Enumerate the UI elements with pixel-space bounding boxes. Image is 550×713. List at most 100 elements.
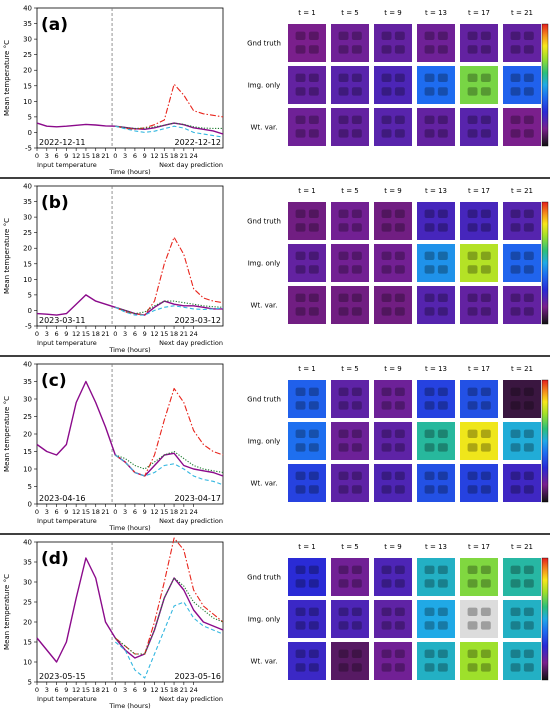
plot-frame [36,363,224,505]
input-caption: Input temperature [37,339,97,347]
ytick-label: 10 [23,466,32,474]
ytick-label: 10 [23,659,32,667]
panel-label: (c) [41,371,67,391]
heatmap-window [437,87,448,96]
heatmap-window [467,209,478,218]
heatmap-window [295,565,306,574]
heatmap-window [394,209,405,218]
row-label: Img. only [248,616,281,624]
heatmap-window [351,485,362,494]
y-axis-label: Mean temperature °C [3,396,11,472]
heatmap-window [351,565,362,574]
xtick-label: 0 [35,508,39,516]
heatmap-cell [503,286,541,324]
heatmap-cell [374,202,412,240]
heatmap-window [467,607,478,616]
heatmap-window [394,607,405,616]
heatmap-window [437,649,448,658]
heatmap-window [480,649,491,658]
y-axis-label: Mean temperature °C [3,40,11,116]
heatmap-window [308,471,319,480]
row-label: Gnd truth [247,218,281,226]
xtick-label: 0 [113,508,117,516]
heatmap-window [351,293,362,302]
heatmap-window [308,45,319,54]
heatmap-window [338,223,349,232]
heatmap-window [295,31,306,40]
heatmap-window [381,663,392,672]
heatmap-window [338,401,349,410]
time-label: t = 17 [468,543,490,551]
heatmap-cell [503,600,541,638]
heatmap-cell [460,286,498,324]
heatmap-window [295,471,306,480]
heatmap-window [394,129,405,138]
heatmap-window [437,265,448,274]
heatmap-window [523,73,534,82]
heatmap-window [381,579,392,588]
heatmap-window [295,621,306,630]
heatmap-cell [374,464,412,502]
xtick-label: 15 [82,686,90,694]
heatmap-cell [417,422,455,460]
heatmap-window [523,387,534,396]
heatmap-window [394,31,405,40]
heatmap-cell [331,380,369,418]
xtick-label: 9 [64,686,68,694]
date-left: 2023-04-16 [39,494,86,503]
heatmap-window [295,293,306,302]
heatmap-cell [460,642,498,680]
heatmap-window [510,429,521,438]
xtick-label: 9 [64,508,68,516]
time-label: t = 9 [384,9,402,17]
time-label: t = 1 [298,365,316,373]
date-left: 2023-03-11 [39,316,86,325]
heatmap-window [381,73,392,82]
heatmap-window [295,251,306,260]
heatmap-window [523,293,534,302]
heatmap-window [424,607,435,616]
heatmap-window [351,115,362,124]
time-label: t = 13 [425,9,447,17]
heatmap-window [351,663,362,672]
heatmap-window [523,251,534,260]
heatmap-window [510,73,521,82]
heatmap-cell [374,66,412,104]
xtick-label: 15 [160,508,168,516]
heatmap-window [437,443,448,452]
heatmap-window [381,387,392,396]
heatmap-cell [288,244,326,282]
prediction-caption: Next day prediction [159,517,223,525]
heatmap-window [424,621,435,630]
heatmap-cell [503,380,541,418]
row-label: Img. only [248,260,281,268]
heatmap-window [424,251,435,260]
ytick-label: 0 [28,307,32,315]
heatmap-window [351,45,362,54]
heatmap-window [480,293,491,302]
panel-label: (a) [41,15,68,35]
heatmap-window [424,87,435,96]
panel-label: (d) [41,549,69,569]
heatmap-window [338,663,349,672]
heatmap-cell [331,286,369,324]
y-axis-label: Mean temperature °C [3,574,11,650]
xtick-label: 18 [92,508,100,516]
heatmap-window [338,115,349,124]
heatmap-window [480,129,491,138]
heatmap-window [523,649,534,658]
heatmap-window [480,223,491,232]
series-line-0 [36,380,224,477]
heatmap-window [351,223,362,232]
heatmap-window [467,293,478,302]
time-label: t = 9 [384,365,402,373]
xtick-label: 9 [143,686,147,694]
heatmap-window [424,293,435,302]
heatmap-window [351,579,362,588]
xtick-label: 24 [189,686,197,694]
xtick-label: 12 [150,508,158,516]
heatmap-window [437,579,448,588]
xtick-label: 12 [150,152,158,160]
heatmap-window [424,73,435,82]
